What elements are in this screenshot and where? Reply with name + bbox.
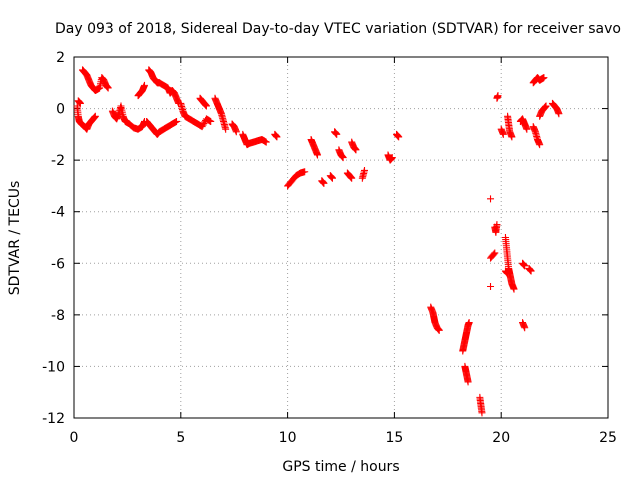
data-point: [91, 112, 99, 120]
y-tick-label: 0: [56, 102, 65, 118]
data-point: [360, 166, 368, 174]
data-point: [339, 154, 347, 162]
data-point: [490, 250, 498, 258]
y-tick-label: -10: [42, 359, 65, 375]
x-tick-label: 0: [70, 430, 79, 446]
y-tick-label: -8: [51, 308, 65, 324]
data-point: [202, 102, 210, 110]
y-tick-label: 2: [56, 50, 65, 66]
data-point: [508, 133, 516, 141]
data-point: [493, 221, 501, 229]
data-point: [542, 102, 550, 110]
data-point: [487, 282, 495, 290]
x-tick-label: 15: [385, 430, 403, 446]
data-point: [198, 123, 206, 131]
data-point: [207, 117, 215, 125]
data-point: [536, 141, 544, 149]
data-point: [314, 151, 322, 159]
data-point: [173, 117, 181, 125]
grid-layer: [74, 57, 608, 418]
data-point: [352, 146, 360, 154]
data-point: [478, 409, 486, 417]
y-axis-label: SDTVAR / TECUs: [7, 181, 23, 296]
data-point: [273, 133, 281, 141]
data-point: [504, 270, 512, 278]
x-axis-label: GPS time / hours: [282, 459, 399, 475]
data-point: [487, 195, 495, 203]
y-tick-label: -6: [51, 256, 65, 272]
data-points: [73, 66, 563, 417]
data-point: [232, 128, 240, 136]
plot-frame: [73, 56, 609, 419]
data-point: [494, 92, 502, 100]
x-tick-label: 5: [176, 430, 185, 446]
data-point: [395, 133, 403, 141]
y-tick-label: -2: [51, 153, 65, 169]
data-point: [388, 154, 396, 162]
data-point: [521, 262, 529, 270]
y-tick-label: -12: [42, 411, 65, 427]
data-point: [491, 249, 499, 257]
data-point: [348, 174, 356, 182]
x-tick-label: 10: [279, 430, 297, 446]
data-point: [301, 168, 309, 176]
data-point: [510, 285, 518, 293]
data-point: [262, 138, 270, 146]
x-tick-label: 25: [599, 430, 617, 446]
data-point: [464, 378, 472, 386]
tick-layer: 0 5 10 15 20 25 -12 -10 -8 -6 -4 -2 0 2: [42, 50, 617, 446]
series-sdtvar: [73, 66, 563, 417]
data-point: [465, 319, 473, 327]
data-point: [140, 81, 148, 89]
data-point: [523, 125, 531, 133]
data-point: [104, 84, 112, 92]
chart-title: Day 093 of 2018, Sidereal Day-to-day VTE…: [55, 21, 621, 37]
data-point: [222, 125, 230, 133]
data-point: [435, 326, 443, 334]
data-point: [521, 324, 529, 332]
data-point: [76, 99, 84, 107]
data-point: [527, 267, 535, 275]
data-point: [199, 121, 207, 129]
y-tick-label: -4: [51, 205, 65, 221]
data-point: [320, 179, 328, 187]
x-tick-label: 20: [492, 430, 510, 446]
data-point: [200, 120, 208, 128]
data-point: [333, 130, 341, 138]
data-point: [499, 130, 507, 138]
data-point: [555, 110, 563, 118]
data-point: [540, 74, 548, 82]
data-point: [328, 174, 336, 182]
